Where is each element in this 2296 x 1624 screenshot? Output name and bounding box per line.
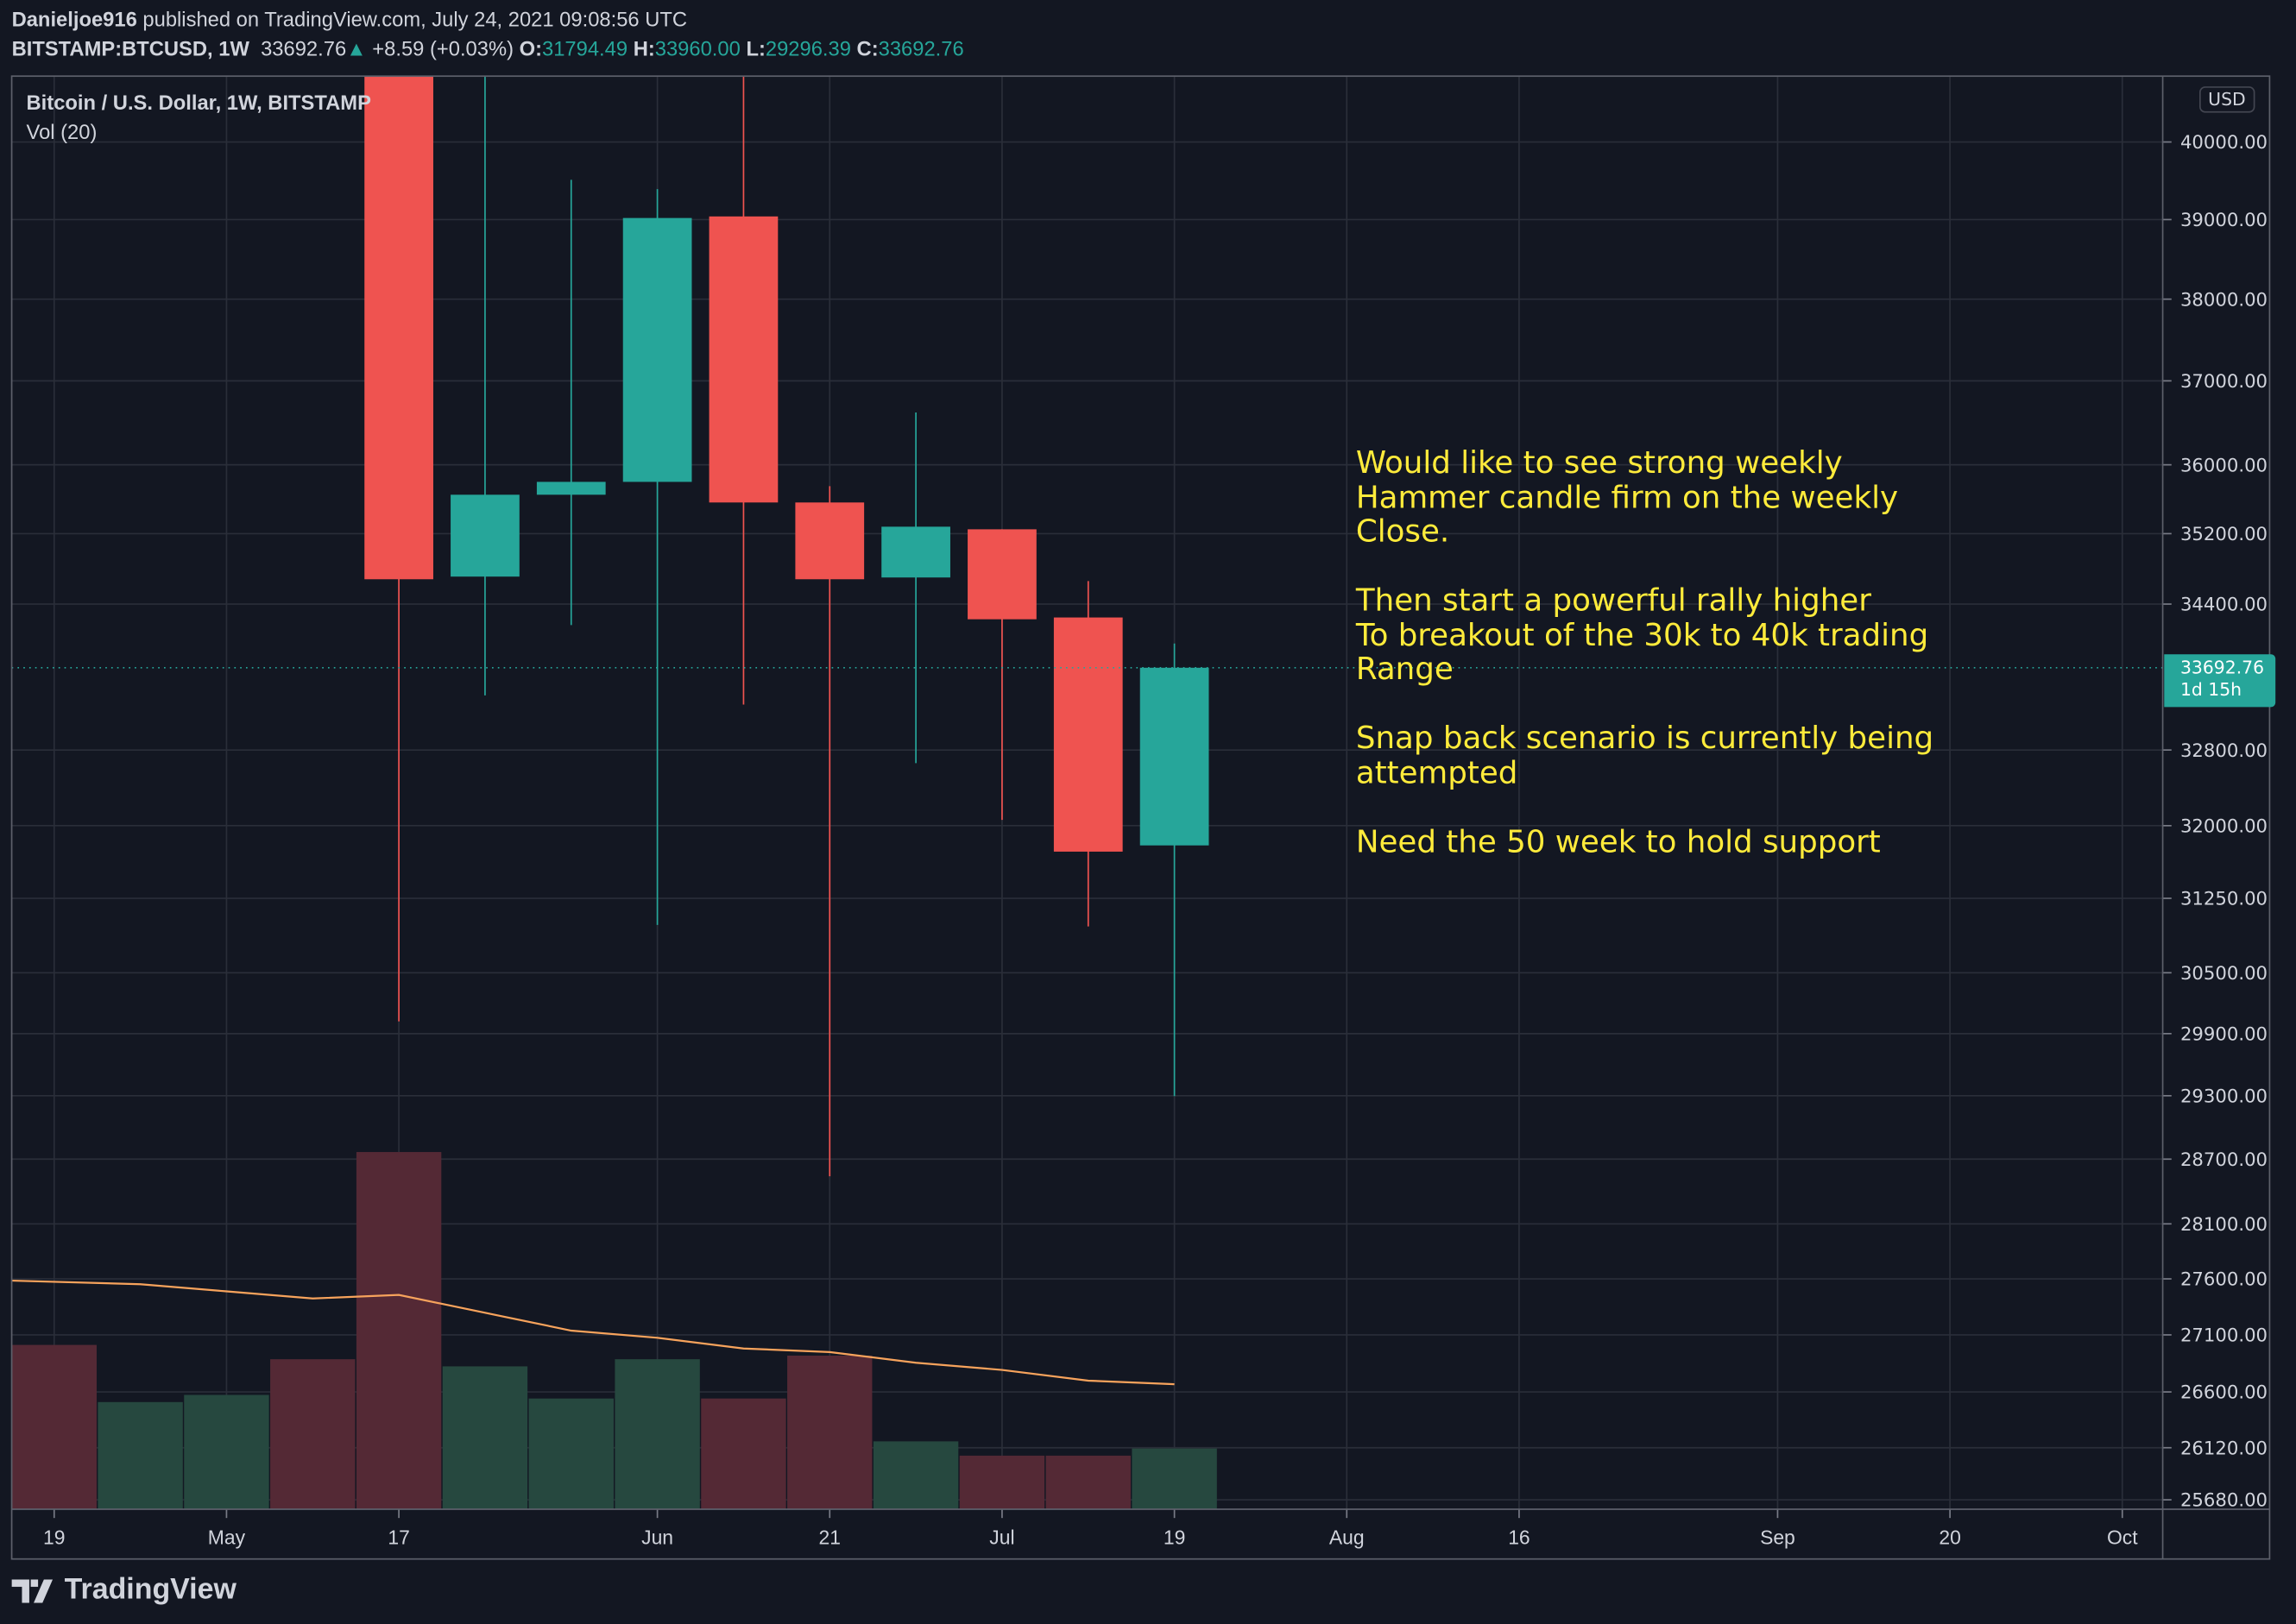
y-tick-label: 32000.00 bbox=[2180, 815, 2268, 836]
x-tick-label: 19 bbox=[43, 1526, 65, 1549]
author[interactable]: Danieljoe916 bbox=[11, 7, 137, 31]
y-tick-label: 32800.00 bbox=[2180, 740, 2268, 761]
volume-bar bbox=[787, 1356, 873, 1509]
volume-bar bbox=[701, 1398, 786, 1509]
volume-bar bbox=[873, 1441, 959, 1509]
currency-button[interactable]: USD bbox=[2198, 86, 2255, 113]
brand-name: TradingView bbox=[64, 1573, 237, 1606]
x-tick-label: Jun bbox=[641, 1526, 673, 1549]
candle-body bbox=[451, 494, 520, 577]
open-value: 31794.49 bbox=[542, 36, 628, 60]
y-tick-label: 28700.00 bbox=[2180, 1149, 2268, 1170]
tradingview-logo-icon bbox=[11, 1578, 54, 1602]
volume-bar bbox=[959, 1455, 1045, 1509]
x-tick-label: 17 bbox=[388, 1526, 409, 1549]
last-price-value: 33692.76 bbox=[2179, 657, 2265, 678]
candle-body bbox=[795, 502, 865, 580]
low-label: L: bbox=[746, 36, 766, 60]
close-value: 33692.76 bbox=[878, 36, 964, 60]
y-tick-label: 25680.00 bbox=[2180, 1489, 2268, 1511]
y-tick-label: 26600.00 bbox=[2180, 1382, 2268, 1403]
y-tick-label: 30500.00 bbox=[2180, 962, 2268, 984]
volume-bar bbox=[98, 1401, 183, 1509]
y-tick-label: 37000.00 bbox=[2180, 370, 2268, 392]
candle-body bbox=[709, 216, 779, 503]
published-text: published on TradingView.com, July 24, 2… bbox=[142, 7, 688, 31]
volume-legend: Vol (20) bbox=[26, 120, 98, 144]
low-value: 29296.39 bbox=[765, 36, 851, 60]
y-tick-label: 34400.00 bbox=[2180, 594, 2268, 615]
x-tick-label: Sep bbox=[1760, 1526, 1795, 1549]
y-tick-label: 27600.00 bbox=[2180, 1268, 2268, 1290]
y-tick-label: 40000.00 bbox=[2180, 131, 2268, 153]
text-annotation[interactable]: Would like to see strong weekly Hammer c… bbox=[1355, 444, 1934, 859]
y-tick-label: 39000.00 bbox=[2180, 209, 2268, 230]
chart-frame bbox=[10, 75, 2271, 1560]
x-tick-label: May bbox=[208, 1526, 246, 1549]
y-tick-label: 36000.00 bbox=[2180, 454, 2268, 475]
high-label: H: bbox=[633, 36, 655, 60]
open-label: O: bbox=[519, 36, 543, 60]
y-tick-label: 35200.00 bbox=[2180, 523, 2268, 544]
high-value: 33960.00 bbox=[654, 36, 741, 60]
x-tick-label: 19 bbox=[1164, 1526, 1185, 1549]
y-tick-label: 29300.00 bbox=[2180, 1085, 2268, 1106]
candle-body bbox=[622, 217, 692, 482]
triangle-up-icon: ▲ bbox=[346, 36, 367, 60]
tradingview-logo[interactable]: TradingView bbox=[11, 1573, 237, 1608]
volume-bar bbox=[1132, 1448, 1217, 1509]
volume-bar bbox=[270, 1359, 356, 1509]
volume-bar bbox=[11, 1344, 97, 1509]
x-tick-label: Oct bbox=[2107, 1526, 2138, 1549]
volume-ma-line bbox=[11, 1279, 1175, 1386]
plot-area bbox=[11, 76, 1217, 1509]
candle-body bbox=[968, 529, 1037, 620]
candle-body bbox=[881, 526, 950, 578]
y-tick-label: 38000.00 bbox=[2180, 288, 2268, 310]
candle-body bbox=[364, 76, 433, 580]
ohlc-header: BITSTAMP:BTCUSD, 1W 33692.76▲ +8.59 (+0.… bbox=[12, 36, 964, 60]
change: +8.59 (+0.03%) bbox=[372, 36, 514, 60]
symbol: BITSTAMP:BTCUSD, 1W bbox=[11, 36, 249, 60]
volume-bar bbox=[1045, 1455, 1131, 1509]
volume-bar bbox=[615, 1359, 700, 1509]
series-legend: Bitcoin / U.S. Dollar, 1W, BITSTAMP bbox=[26, 91, 371, 115]
close-label: C: bbox=[856, 36, 879, 60]
bar-countdown: 1d 15h bbox=[2179, 679, 2242, 700]
x-tick-label: 16 bbox=[1508, 1526, 1530, 1549]
candle-body bbox=[536, 482, 606, 495]
x-tick-label: Aug bbox=[1329, 1526, 1365, 1549]
volume-bar bbox=[356, 1152, 442, 1509]
y-tick-label: 31250.00 bbox=[2180, 888, 2268, 910]
candle-body bbox=[1053, 617, 1123, 852]
y-tick-label: 28100.00 bbox=[2180, 1213, 2268, 1235]
x-tick-label: 21 bbox=[819, 1526, 841, 1549]
volume-bar bbox=[184, 1394, 269, 1509]
y-tick-label: 27100.00 bbox=[2180, 1325, 2268, 1346]
y-tick-label: 29900.00 bbox=[2180, 1023, 2268, 1044]
candle-body bbox=[1139, 667, 1209, 846]
volume-bar bbox=[528, 1398, 614, 1509]
y-tick-label: 26120.00 bbox=[2180, 1437, 2268, 1458]
volume-bar bbox=[442, 1366, 528, 1509]
x-tick-label: Jul bbox=[989, 1526, 1014, 1549]
last-price: 33692.76 bbox=[261, 36, 347, 60]
last-price-label: 33692.76 1d 15h bbox=[2164, 654, 2276, 708]
x-tick-label: 20 bbox=[1939, 1526, 1960, 1549]
publish-info: Danieljoe916 published on TradingView.co… bbox=[12, 7, 687, 30]
